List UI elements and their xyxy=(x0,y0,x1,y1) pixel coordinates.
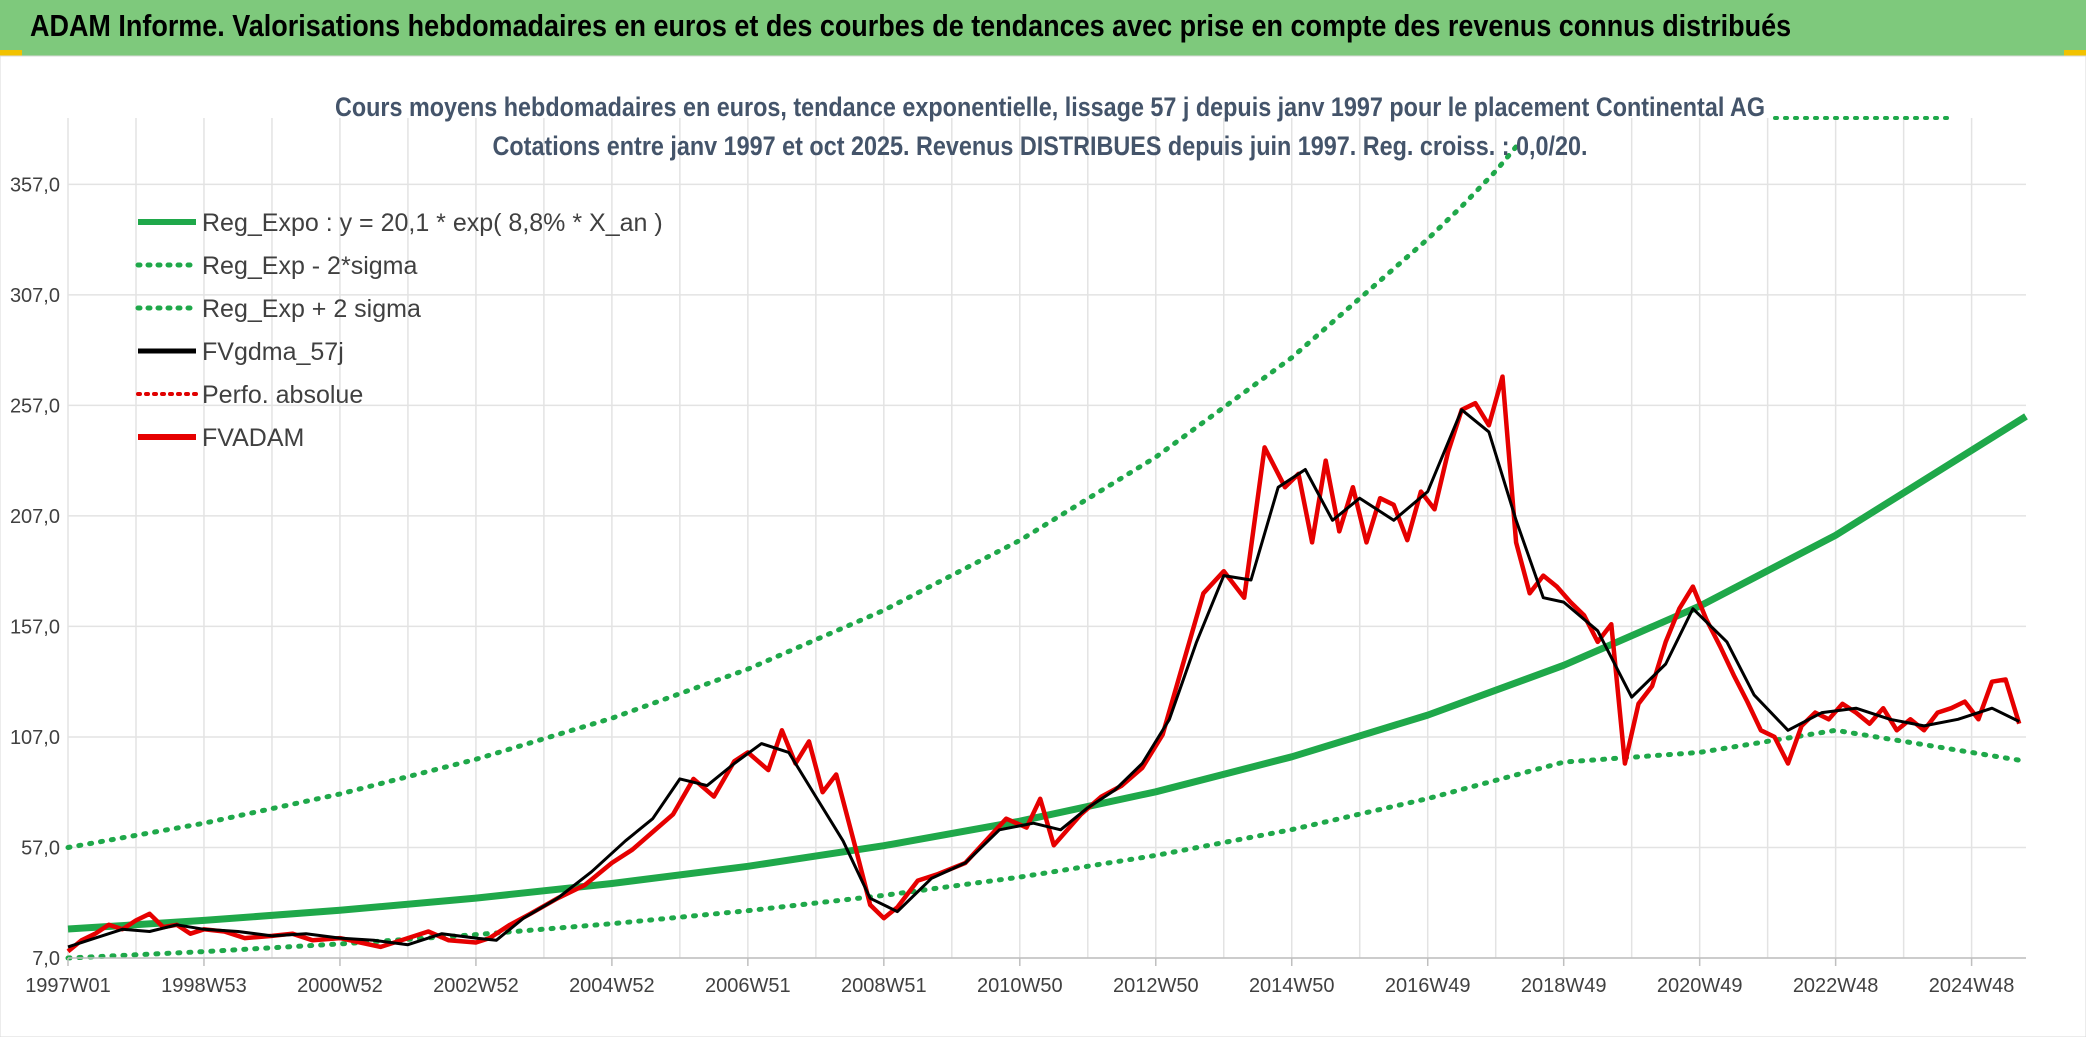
header-band: ADAM Informe. Valorisations hebdomadaire… xyxy=(0,0,2086,56)
legend-label-ma: FVgdma_57j xyxy=(202,338,344,366)
chart-title: Cours moyens hebdomadaires en euros, ten… xyxy=(335,92,1765,122)
y-tick-label: 107,0 xyxy=(10,727,60,749)
corner-marker-right xyxy=(2064,50,2086,56)
chart-subtitle: Cotations entre janv 1997 et oct 2025. R… xyxy=(493,131,1588,161)
x-tick-label: 1998W53 xyxy=(161,975,247,997)
x-tick-label: 2018W49 xyxy=(1521,975,1607,997)
legend-label-hi: Reg_Exp + 2 sigma xyxy=(202,295,421,323)
legend-label-perf: Perfo. absolue xyxy=(202,381,363,409)
series-line-hi xyxy=(65,144,1519,850)
series-line-price xyxy=(66,374,2022,954)
corner-marker-left xyxy=(0,50,22,56)
x-tick-label: 2004W52 xyxy=(569,975,655,997)
legend-label-lo: Reg_Exp - 2*sigma xyxy=(202,252,417,280)
x-tick-label: 2012W50 xyxy=(1113,975,1199,997)
x-tick-label: 2014W50 xyxy=(1249,975,1335,997)
y-tick-label: 307,0 xyxy=(10,285,60,307)
x-tick-label: 2016W49 xyxy=(1385,975,1471,997)
y-tick-label: 57,0 xyxy=(21,837,60,859)
series-layer xyxy=(65,116,2029,961)
x-tick-label: 2022W48 xyxy=(1793,975,1879,997)
x-tick-label: 2002W52 xyxy=(433,975,519,997)
x-tick-label: 2020W49 xyxy=(1657,975,1743,997)
x-tick-label: 2000W52 xyxy=(297,975,383,997)
y-tick-label: 257,0 xyxy=(10,395,60,417)
grid xyxy=(67,118,2026,959)
y-tick-label: 157,0 xyxy=(10,616,60,638)
chart-area xyxy=(0,55,2086,1037)
y-tick-label: 7,0 xyxy=(32,948,60,970)
y-tick-label: 207,0 xyxy=(10,506,60,528)
series-line-reg xyxy=(67,413,2028,933)
legend-label-reg: Reg_Expo : y = 20,1 * exp( 8,8% * X_an ) xyxy=(202,209,663,237)
legend: Reg_Expo : y = 20,1 * exp( 8,8% * X_an )… xyxy=(135,209,663,452)
x-tick-label: 2008W51 xyxy=(841,975,927,997)
x-tick-label: 2024W48 xyxy=(1929,975,2015,997)
series-line-ma xyxy=(67,408,2020,949)
legend-label-price: FVADAM xyxy=(202,424,304,452)
axes: 7,0 57,0 107,0 157,0 207,0 257,0 307,0 357,0 199… xyxy=(10,174,2026,997)
y-tick-label: 357,0 xyxy=(10,174,60,196)
x-tick-label: 1997W01 xyxy=(25,975,111,997)
page-title: ADAM Informe. Valorisations hebdomadaire… xyxy=(30,8,1792,43)
x-tick-label: 2006W51 xyxy=(705,975,791,997)
x-tick-label: 2010W50 xyxy=(977,975,1063,997)
